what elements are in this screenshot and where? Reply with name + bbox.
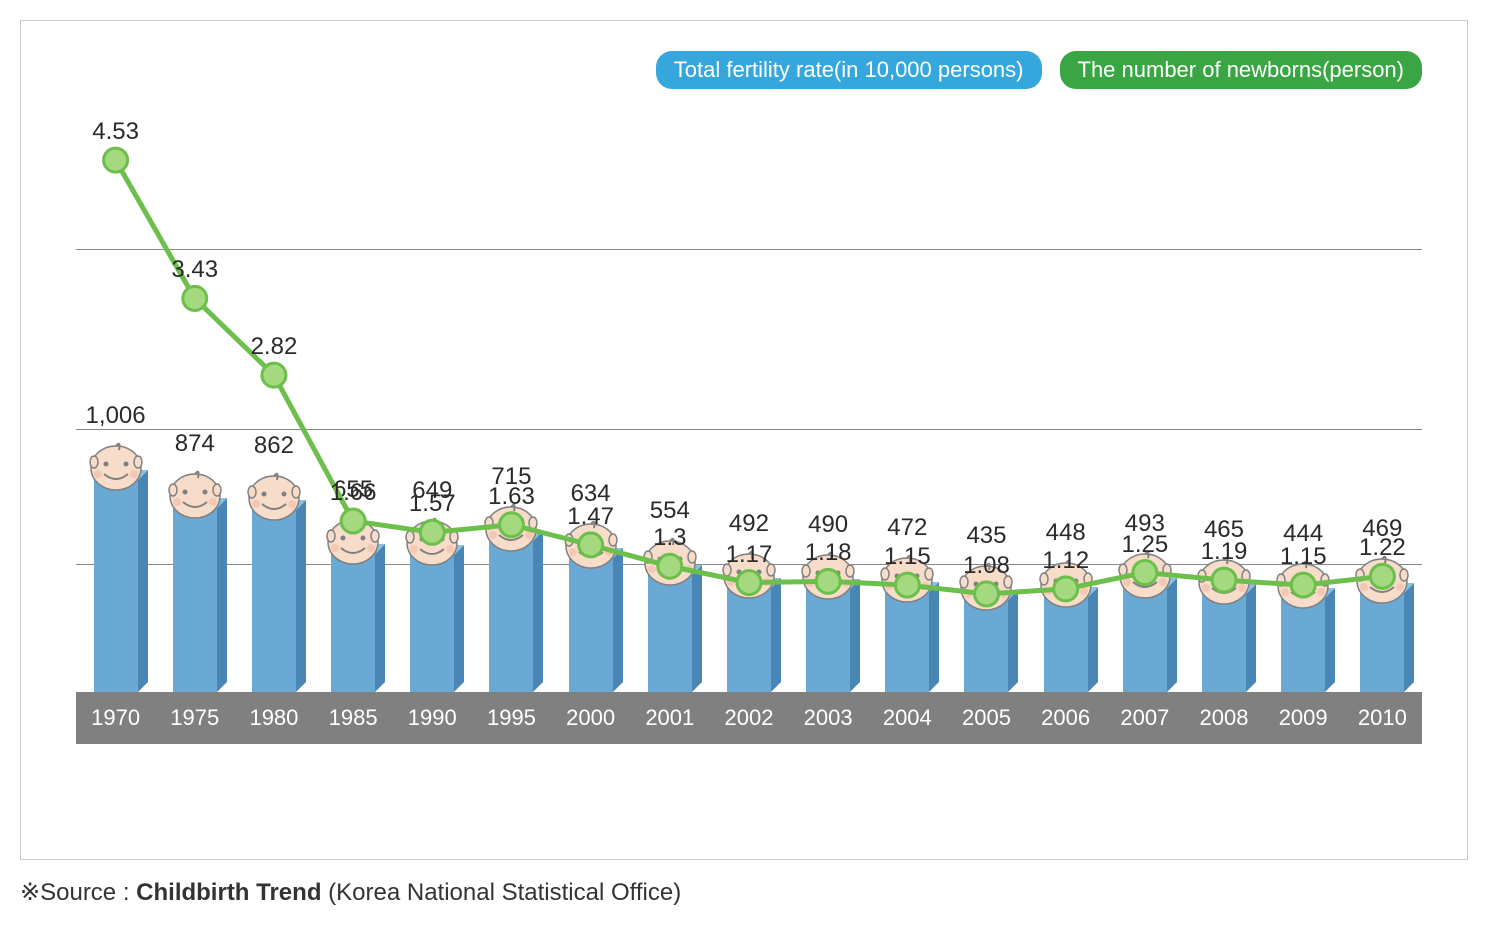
baby-icon xyxy=(875,546,939,610)
bar-value-label: 472 xyxy=(887,514,927,542)
bar-value-label: 1,006 xyxy=(86,402,146,430)
source-suffix: (Korea National Statistical Office) xyxy=(321,879,681,906)
bar-value-label: 493 xyxy=(1125,510,1165,538)
bar-value-label: 874 xyxy=(175,430,215,458)
bar-value-label: 469 xyxy=(1362,515,1402,543)
baby-icon xyxy=(163,462,227,526)
baby-icon xyxy=(1192,548,1256,612)
x-axis-label: 2002 xyxy=(709,705,788,731)
bar-value-label: 655 xyxy=(333,476,373,504)
x-axis-label: 1995 xyxy=(472,705,551,731)
x-axis-label: 1970 xyxy=(76,705,155,731)
baby-icon xyxy=(479,495,543,559)
baby-icon xyxy=(321,508,385,572)
bar-slot: 649 xyxy=(393,555,472,692)
x-axis-label: 2006 xyxy=(1026,705,1105,731)
bar-value-label: 554 xyxy=(650,497,690,525)
source-note: ※Source : Childbirth Trend (Korea Nation… xyxy=(20,878,1468,907)
x-axis-label: 1985 xyxy=(314,705,393,731)
x-axis-label: 2007 xyxy=(1105,705,1184,731)
baby-icon xyxy=(242,464,306,528)
source-title: Childbirth Trend xyxy=(136,879,321,906)
bar xyxy=(569,558,613,692)
bar-value-label: 444 xyxy=(1283,520,1323,548)
bars-layer: 1,006 874 862 655 xyxy=(76,101,1422,692)
x-axis-label: 1980 xyxy=(234,705,313,731)
baby-icon xyxy=(796,543,860,607)
x-axis-label: 1975 xyxy=(155,705,234,731)
legend-bar: Total fertility rate(in 10,000 persons) xyxy=(656,51,1042,89)
bar-slot: 554 xyxy=(630,575,709,692)
bar xyxy=(94,480,138,692)
x-axis-label: 2001 xyxy=(630,705,709,731)
x-axis-label: 1990 xyxy=(393,705,472,731)
bar-slot: 862 xyxy=(234,510,313,692)
baby-icon xyxy=(559,512,623,576)
x-axis: 1970197519801985199019952000200120022003… xyxy=(76,692,1422,744)
bar-slot: 444 xyxy=(1264,598,1343,692)
baby-icon xyxy=(1034,551,1098,615)
bar-slot: 492 xyxy=(709,588,788,692)
x-axis-label: 2003 xyxy=(789,705,868,731)
legend: Total fertility rate(in 10,000 persons) … xyxy=(656,51,1422,89)
x-axis-label: 2004 xyxy=(868,705,947,731)
bar-slot: 655 xyxy=(314,554,393,692)
bar-slot: 465 xyxy=(1184,594,1263,692)
x-axis-label: 2009 xyxy=(1264,705,1343,731)
x-axis-label: 2000 xyxy=(551,705,630,731)
chart-frame: Total fertility rate(in 10,000 persons) … xyxy=(20,20,1468,860)
baby-icon xyxy=(1113,542,1177,606)
bar-value-label: 465 xyxy=(1204,516,1244,544)
plot-area: 1,006 874 862 655 xyxy=(76,101,1422,744)
bar-value-label: 634 xyxy=(571,480,611,508)
bar xyxy=(410,555,454,692)
bar-slot: 1,006 xyxy=(76,480,155,692)
bar xyxy=(331,554,375,692)
bar-slot: 448 xyxy=(1026,597,1105,692)
baby-icon xyxy=(954,554,1018,618)
bar xyxy=(489,541,533,692)
bar-slot: 490 xyxy=(789,589,868,692)
x-axis-label: 2008 xyxy=(1184,705,1263,731)
bar-slot: 874 xyxy=(155,508,234,692)
bar-value-label: 862 xyxy=(254,432,294,460)
baby-icon xyxy=(717,542,781,606)
legend-line: The number of newborns(person) xyxy=(1060,51,1423,89)
source-prefix: ※Source : xyxy=(20,879,136,906)
baby-icon xyxy=(1271,552,1335,616)
bar-slot: 472 xyxy=(868,592,947,692)
baby-icon xyxy=(638,529,702,593)
baby-icon xyxy=(84,434,148,498)
bar-slot: 493 xyxy=(1105,588,1184,692)
bar-slot: 435 xyxy=(947,600,1026,692)
bar-value-label: 715 xyxy=(491,463,531,491)
x-axis-label: 2010 xyxy=(1343,705,1422,731)
bar-value-label: 448 xyxy=(1046,519,1086,547)
bar-value-label: 490 xyxy=(808,511,848,539)
baby-icon xyxy=(400,509,464,573)
bar-value-label: 649 xyxy=(412,477,452,505)
bar xyxy=(252,510,296,692)
bar-slot: 715 xyxy=(472,541,551,692)
bar-slot: 634 xyxy=(551,558,630,692)
bar-value-label: 492 xyxy=(729,510,769,538)
bar-value-label: 435 xyxy=(966,522,1006,550)
x-axis-label: 2005 xyxy=(947,705,1026,731)
bar xyxy=(173,508,217,692)
bar-slot: 469 xyxy=(1343,593,1422,692)
baby-icon xyxy=(1350,547,1414,611)
